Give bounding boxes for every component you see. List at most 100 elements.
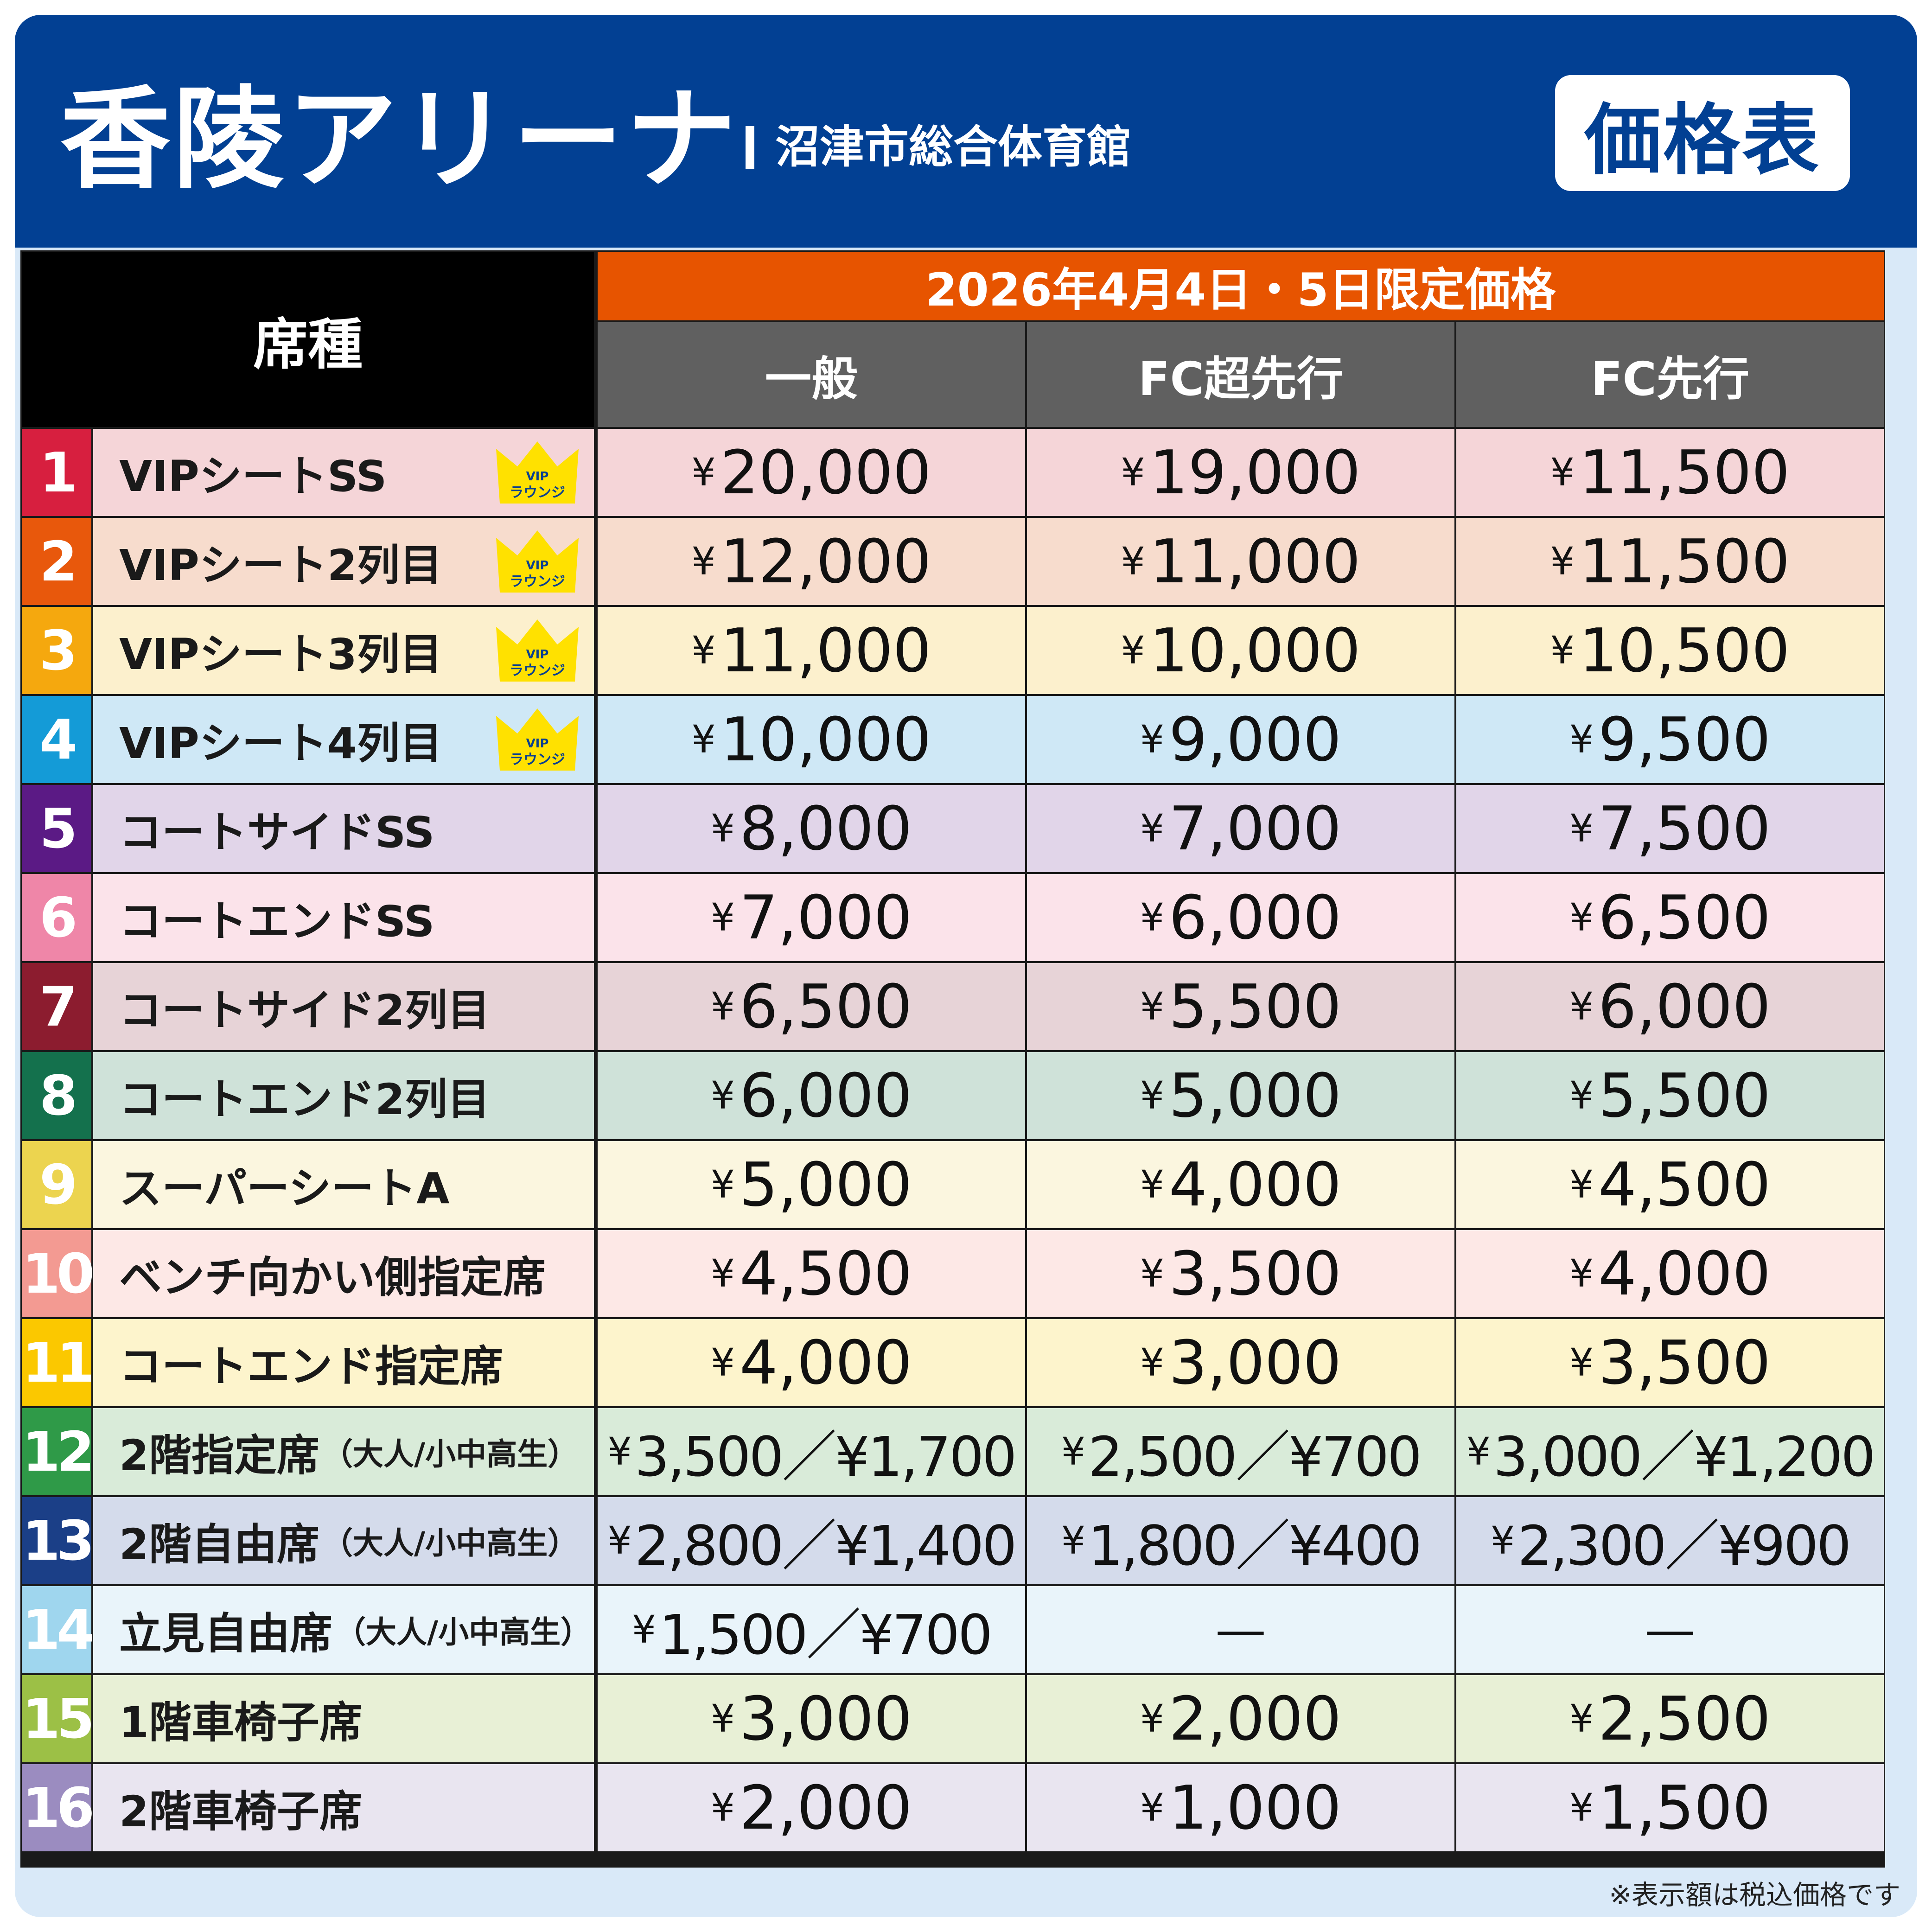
yen-sign: ¥ [1061,1518,1085,1563]
yen-sign: ¥ [1569,1785,1594,1830]
price-value: 7,500 [1598,793,1771,864]
price-value: 1,000 [1169,1773,1342,1843]
seat-number: 13 [22,1497,95,1584]
price-value: 4,500 [740,1238,912,1309]
price-cell: ¥20,000 [598,429,1025,516]
tax-footnote: ※表示額は税込価格です [1609,1879,1900,1911]
yen-sign: ¥ [1121,539,1145,584]
price-cell: ¥3,500／¥1,700 [598,1408,1025,1495]
price-value: 9,500 [1598,704,1771,775]
price-value: 5,500 [1598,1060,1771,1131]
seat-number: 8 [22,1052,91,1139]
seat-number: 11 [22,1319,95,1406]
price-cell: ¥10,000 [1027,607,1454,694]
seat-name: 1階車椅子席 [119,1697,363,1747]
seat-type-header: 席種 [22,252,594,427]
price-value: 2,800／¥1,400 [634,1513,1017,1578]
price-cell: ¥7,000 [598,874,1025,961]
yen-sign: ¥ [1061,1429,1085,1474]
price-cell: — [1456,1586,1884,1673]
yen-sign: ¥ [1550,628,1575,673]
price-value: 3,000／¥1,200 [1493,1424,1876,1489]
yen-sign: ¥ [1121,450,1145,495]
yen-sign: ¥ [691,628,716,673]
seat-name-cell: コートエンド2列目 [93,1052,594,1139]
price-value: 5,000 [740,1149,912,1220]
price-cell: ¥7,000 [1027,785,1454,872]
yen-sign: ¥ [1140,1162,1164,1207]
seat-name: VIPシート4列目 [119,718,442,768]
price-cell: — [1027,1586,1454,1673]
seat-name: コートエンド2列目 [119,1074,491,1124]
vip-badge-lounge-label: ラウンジ [510,485,565,501]
price-value: 2,500 [1598,1683,1771,1754]
column-header-general: 一般 [598,322,1025,427]
price-cell: ¥6,000 [1027,874,1454,961]
seat-age-note: （大人/小中高生） [322,1525,579,1561]
price-cell: ¥6,500 [598,963,1025,1050]
price-table: 席種 2026年4月4日・5日限定価格 一般 FC超先行 FC先行 1 VIPシー… [20,250,1885,1868]
price-value: — [1215,1600,1266,1659]
price-value: 7,000 [740,882,912,953]
seat-name: 2階指定席 [119,1430,320,1480]
price-value: 2,000 [1169,1683,1342,1754]
vip-badge-label: VIP [526,737,549,751]
price-cell: ¥9,500 [1456,696,1884,783]
seat-number: 5 [22,785,91,872]
yen-sign: ¥ [710,1162,735,1207]
yen-sign: ¥ [1569,1251,1594,1296]
price-cell: ¥5,500 [1027,963,1454,1050]
yen-sign: ¥ [1466,1429,1491,1474]
price-cell: ¥2,500／¥700 [1027,1408,1454,1495]
seat-number: 10 [22,1230,95,1317]
seat-number: 3 [22,607,91,694]
price-value: 9,000 [1169,704,1342,775]
yen-sign: ¥ [710,1251,735,1296]
vip-badge-label: VIP [526,470,549,484]
seat-age-note: （大人/小中高生） [322,1436,579,1472]
yen-sign: ¥ [1569,806,1594,851]
price-value: 4,500 [1598,1149,1771,1220]
price-cell: ¥1,500 [1456,1764,1884,1851]
vip-badge-lounge-label: ラウンジ [510,663,565,679]
yen-sign: ¥ [1140,984,1164,1029]
price-value: 4,000 [1598,1238,1771,1309]
price-cell: ¥10,500 [1456,607,1884,694]
price-value: 4,000 [740,1327,912,1398]
seat-name-cell: 2階自由席 （大人/小中高生） [93,1497,594,1584]
seat-number: 1 [22,429,91,516]
yen-sign: ¥ [710,984,735,1029]
price-cell: ¥6,500 [1456,874,1884,961]
price-cell: ¥1,800／¥400 [1027,1497,1454,1584]
price-value: 10,500 [1579,615,1790,686]
yen-sign: ¥ [1490,1518,1515,1563]
price-cell: ¥2,500 [1456,1675,1884,1762]
price-cell: ¥5,000 [598,1141,1025,1228]
yen-sign: ¥ [1569,984,1594,1029]
yen-sign: ¥ [710,1696,735,1741]
seat-name: コートサイドSS [119,807,435,857]
price-value: 3,000 [740,1683,912,1754]
price-cell: ¥11,000 [1027,518,1454,605]
yen-sign: ¥ [607,1518,632,1563]
price-cell: ¥2,800／¥1,400 [598,1497,1025,1584]
seat-name-cell: コートサイドSS [93,785,594,872]
price-cell: ¥8,000 [598,785,1025,872]
yen-sign: ¥ [1569,1073,1594,1118]
price-value: 10,000 [1149,615,1361,686]
price-value: 5,500 [1169,971,1342,1042]
price-cell: ¥3,000 [1027,1319,1454,1406]
date-limited-header: 2026年4月4日・5日限定価格 [598,252,1884,320]
seat-number: 12 [22,1408,95,1495]
price-cell: ¥3,000 [598,1675,1025,1762]
seat-name: ベンチ向かい側指定席 [119,1252,546,1302]
header-banner: 香陵アリーナ 沼津市総合体育館 価格表 [15,15,1917,248]
price-cell: ¥2,000 [598,1764,1025,1851]
price-cell: ¥11,000 [598,607,1025,694]
title-separator [746,126,754,169]
price-value: — [1645,1600,1696,1659]
price-value: 6,000 [1598,971,1771,1042]
price-value: 4,000 [1169,1149,1342,1220]
seat-number: 4 [22,696,91,783]
